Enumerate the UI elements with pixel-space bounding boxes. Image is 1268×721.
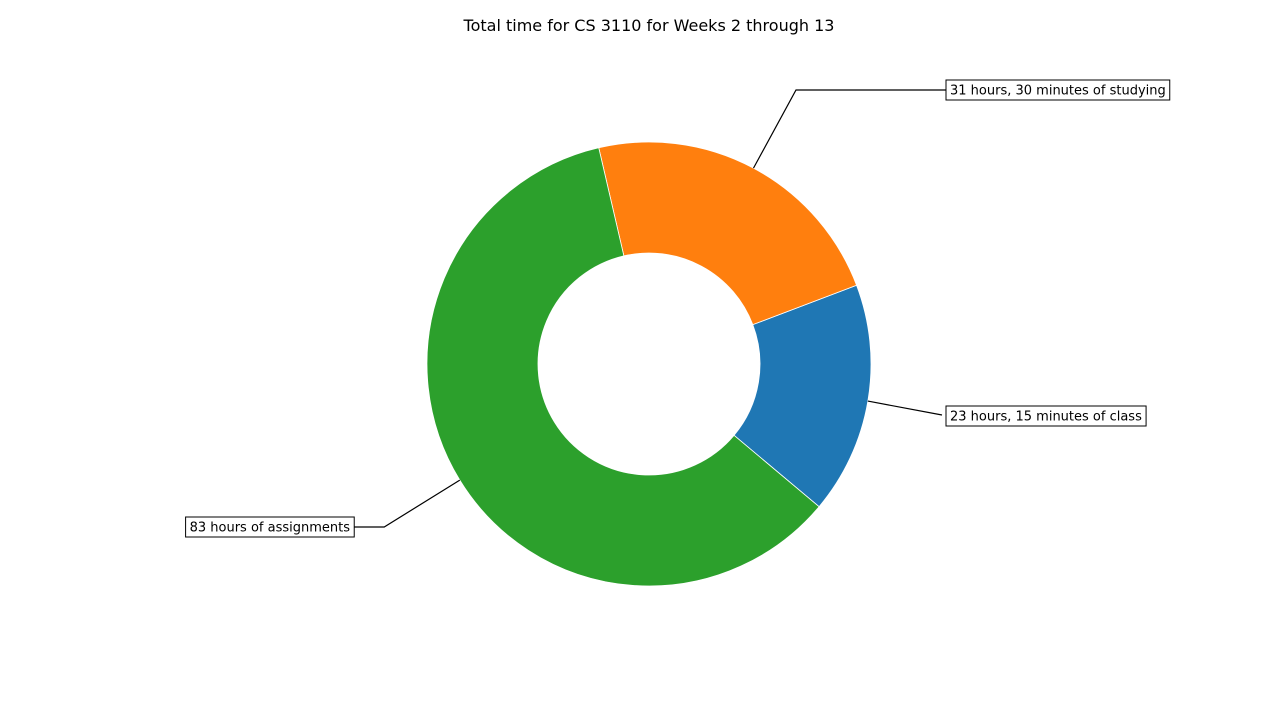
chart-title: Total time for CS 3110 for Weeks 2 throu… — [463, 16, 835, 35]
donut-slice — [598, 141, 858, 326]
slice-label-box — [945, 405, 1147, 427]
slice-labels: 23 hours, 15 minutes of class 31 hours, 3… — [185, 79, 1171, 538]
slice-label: 31 hours, 30 minutes of studying — [950, 84, 1166, 99]
leader-line — [867, 400, 943, 416]
leader-line — [354, 479, 461, 528]
donut-slice — [426, 147, 820, 587]
donut-slice — [733, 284, 872, 508]
slice-label: 83 hours of assignments — [190, 521, 351, 536]
leader-line — [752, 89, 946, 169]
slice-label: 23 hours, 15 minutes of class — [950, 410, 1142, 425]
donut-wedges — [426, 141, 872, 587]
